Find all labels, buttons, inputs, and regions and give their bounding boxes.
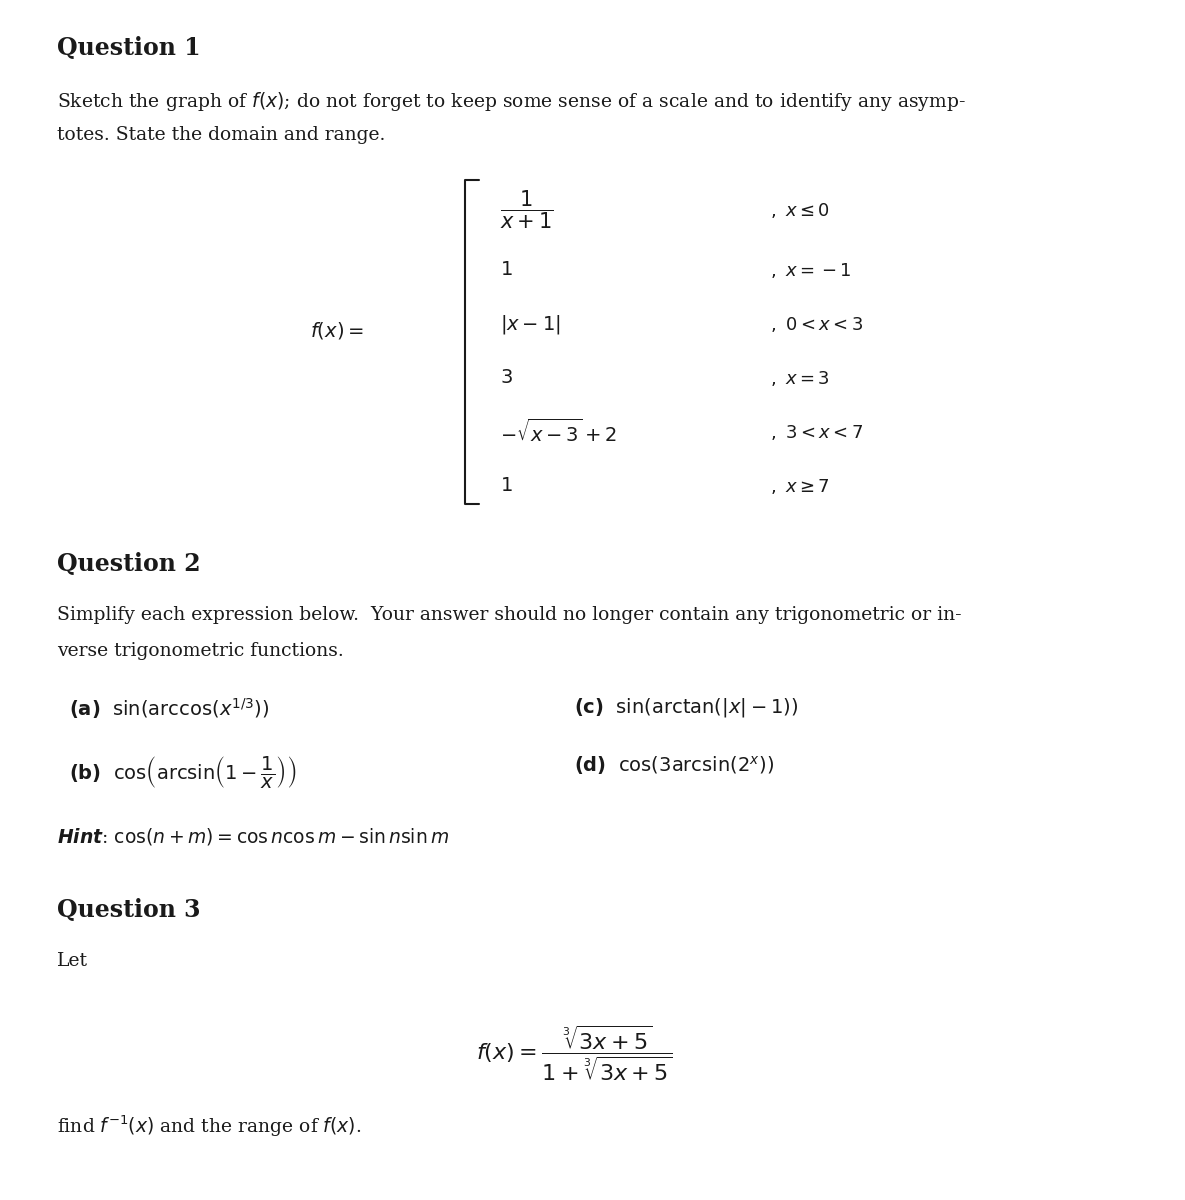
Text: Simplify each expression below.  Your answer should no longer contain any trigon: Simplify each expression below. Your ans… [57, 606, 962, 624]
Text: $|x-1|$: $|x-1|$ [500, 312, 561, 336]
Text: $\boldsymbol{Hint}$: $\cos(n+m) = \cos n\cos m - \sin n\sin m$: $\boldsymbol{Hint}$: $\cos(n+m) = \cos n… [57, 826, 449, 847]
Text: $\dfrac{1}{x+1}$: $\dfrac{1}{x+1}$ [500, 188, 553, 232]
Text: Question 2: Question 2 [57, 552, 201, 576]
Text: Sketch the graph of $f(x)$; do not forget to keep some sense of a scale and to i: Sketch the graph of $f(x)$; do not forge… [57, 90, 966, 113]
Text: $-\sqrt{x-3}+2$: $-\sqrt{x-3}+2$ [500, 419, 616, 445]
Text: $\mathbf{(c)}$  $\sin(\arctan(|x|-1))$: $\mathbf{(c)}$ $\sin(\arctan(|x|-1))$ [575, 696, 799, 719]
Text: $f(x) = \dfrac{\sqrt[3]{3x+5}}{1+\sqrt[3]{3x+5}}$: $f(x) = \dfrac{\sqrt[3]{3x+5}}{1+\sqrt[3… [476, 1024, 673, 1084]
Text: verse trigonometric functions.: verse trigonometric functions. [57, 642, 344, 660]
Text: totes. State the domain and range.: totes. State the domain and range. [57, 126, 386, 144]
Text: $,\ 3 < x < 7$: $,\ 3 < x < 7$ [769, 422, 863, 442]
Text: $\mathbf{(b)}$  $\cos\!\left(\arcsin\!\left(1-\dfrac{1}{x}\right)\right)$: $\mathbf{(b)}$ $\cos\!\left(\arcsin\!\le… [69, 754, 296, 790]
Text: Question 3: Question 3 [57, 898, 201, 922]
Text: $,\ x \geq 7$: $,\ x \geq 7$ [769, 476, 830, 496]
Text: $,\ x \leq 0$: $,\ x \leq 0$ [769, 200, 830, 220]
Text: Let: Let [57, 952, 89, 970]
Text: $3$: $3$ [500, 370, 512, 388]
Text: find $f^{-1}(x)$ and the range of $f(x)$.: find $f^{-1}(x)$ and the range of $f(x)$… [57, 1114, 361, 1139]
Text: $f(x) =$: $f(x) =$ [310, 319, 364, 341]
Text: $,\ x = -1$: $,\ x = -1$ [769, 260, 851, 280]
Text: $\mathbf{(d)}$  $\cos\!\left(3\arcsin(2^x)\right)$: $\mathbf{(d)}$ $\cos\!\left(3\arcsin(2^x… [575, 754, 774, 776]
Text: $1$: $1$ [500, 478, 512, 496]
Text: $1$: $1$ [500, 262, 512, 280]
Text: $,\ 0 < x < 3$: $,\ 0 < x < 3$ [769, 314, 863, 334]
Text: Question 1: Question 1 [57, 36, 201, 60]
Text: $,\ x = 3$: $,\ x = 3$ [769, 368, 830, 388]
Text: $\mathbf{(a)}$  $\sin(\arccos(x^{1/3}))$: $\mathbf{(a)}$ $\sin(\arccos(x^{1/3}))$ [69, 696, 269, 721]
